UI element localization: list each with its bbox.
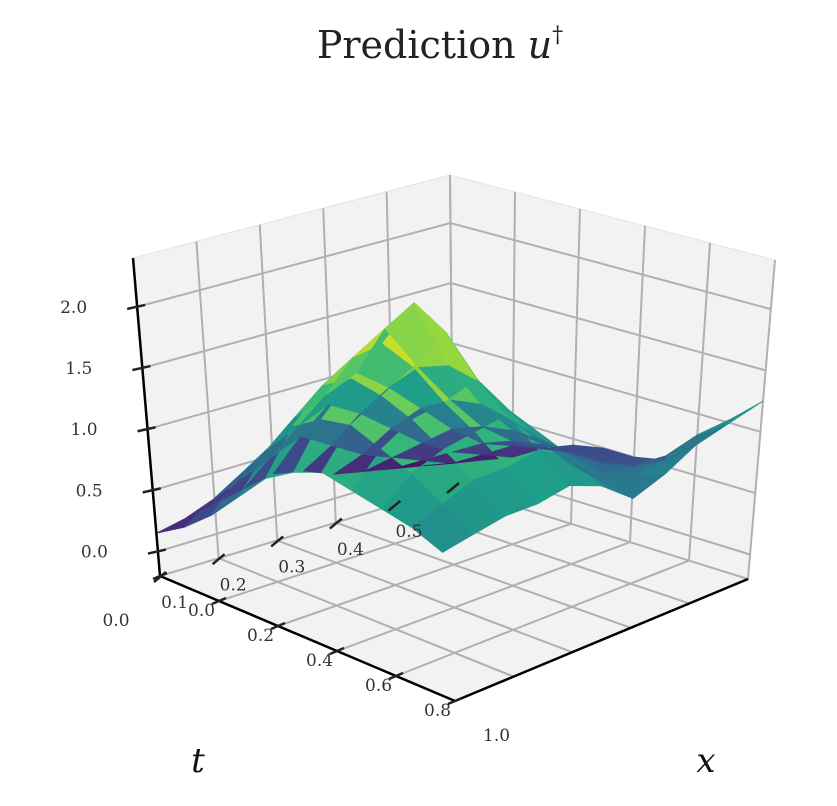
- z-tick-label: 1.5: [65, 359, 92, 379]
- gridline-x: [277, 208, 581, 627]
- z-tick: [132, 364, 151, 372]
- surface-cell: [697, 400, 764, 435]
- x-tick-label: 0.6: [365, 676, 392, 696]
- x-tick: [211, 596, 227, 606]
- t-tick-label: 0.0: [102, 611, 129, 631]
- z-tick-label: 0.0: [81, 543, 108, 563]
- x-tick: [270, 621, 286, 631]
- z-tick-label: 2.0: [60, 298, 87, 318]
- t-tick: [328, 517, 343, 530]
- z-axis-line: [131, 257, 162, 577]
- gridline-x: [336, 225, 646, 652]
- x-tick-label: 0.4: [306, 651, 333, 671]
- z-tick-label: 0.5: [76, 481, 103, 501]
- gridline-t: [218, 557, 514, 678]
- gridline-t: [258, 224, 279, 541]
- t-axis-line: [159, 574, 456, 703]
- t-tick-label: 0.4: [337, 540, 364, 560]
- x-tick-label: 0.8: [424, 701, 451, 721]
- gridline-t: [276, 539, 573, 654]
- t-tick: [211, 553, 226, 566]
- gridline-x: [395, 242, 711, 677]
- x-tick: [447, 696, 463, 706]
- x-tick: [329, 646, 345, 656]
- t-tick-label: 0.2: [220, 575, 247, 595]
- x-tick-label: 0.2: [247, 626, 274, 646]
- t-tick-label: 0.3: [278, 558, 305, 578]
- t-tick: [387, 499, 402, 512]
- t-tick: [446, 482, 460, 494]
- x-tick: [152, 571, 168, 581]
- z-tick: [137, 426, 156, 433]
- x-tick-label: 1.0: [483, 726, 510, 746]
- gridline-t: [335, 521, 632, 629]
- chart-title: Prediction u†: [317, 23, 563, 67]
- x-tick: [388, 671, 404, 681]
- x-tick-label: 0.0: [188, 601, 215, 621]
- z-tick-label: 1.0: [70, 420, 97, 440]
- z-tick: [126, 303, 146, 311]
- x-axis-line: [454, 577, 749, 703]
- t-tick-label: 0.1: [161, 593, 188, 613]
- z-tick: [142, 487, 162, 494]
- t-axis-label: t: [191, 741, 205, 781]
- t-tick-label: 0.5: [395, 522, 422, 542]
- z-tick: [147, 548, 167, 555]
- x-axis-label: x: [696, 741, 715, 781]
- t-tick: [270, 535, 285, 548]
